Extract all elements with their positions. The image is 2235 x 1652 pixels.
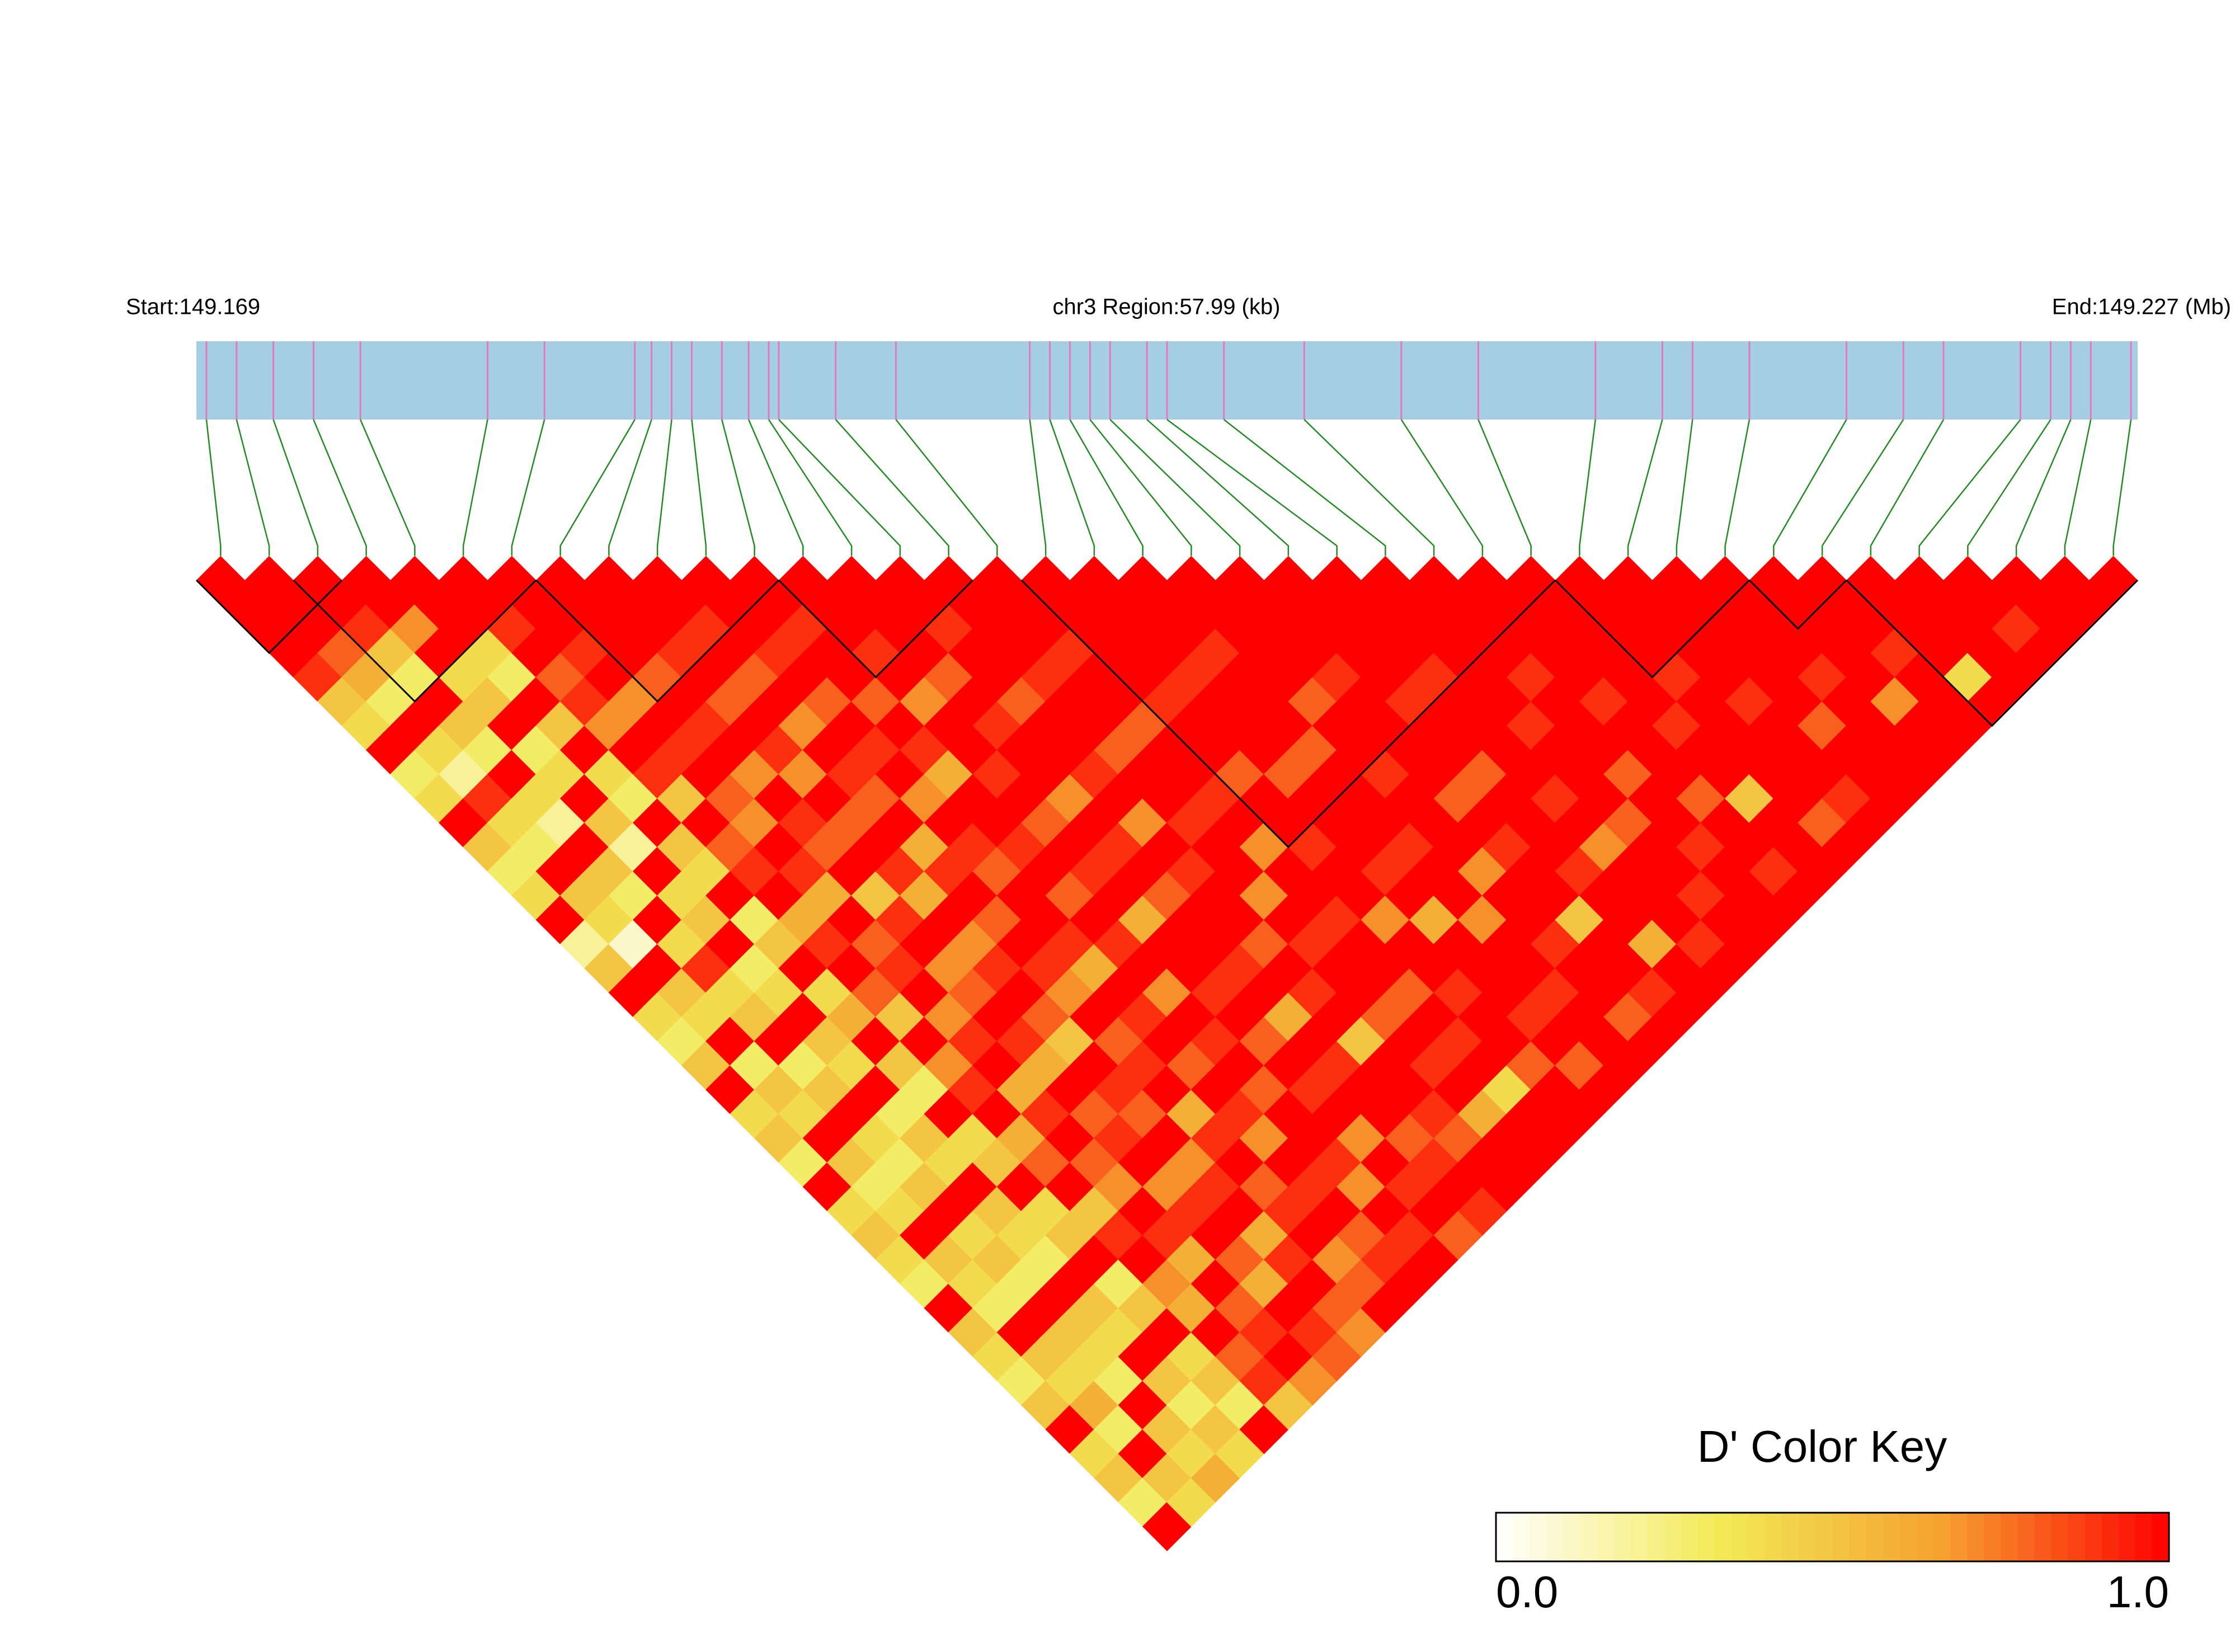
colorbar-step [1530,1513,1547,1561]
snp-link [1029,419,1047,556]
colorbar-step [2135,1513,2153,1561]
snp-link [1821,419,1904,556]
ld-block [293,579,537,703]
colorbar-step [2118,1513,2136,1561]
ld-block [1846,579,2139,727]
snp-link [1166,418,1338,556]
snp-link [691,419,707,556]
snp-link [748,419,804,556]
colorbar-step [2051,1513,2069,1561]
colorbar-step [2152,1513,2170,1561]
colorbar-step [1950,1513,1968,1561]
snp-link [1400,419,1484,556]
colorbar-step [1496,1513,1514,1561]
snp-link [721,419,755,556]
colorbar-step [1681,1513,1698,1561]
colorbar-step [1714,1513,1733,1561]
colorbar-step [1866,1513,1884,1561]
colorbar-step [1630,1513,1648,1561]
snp-link [1049,419,1095,556]
snp-link [608,419,652,556]
snp-link [236,419,270,556]
snp-link [1773,419,1847,556]
ld-block [1748,579,1847,630]
snp-link [1579,419,1597,556]
snp-link [1870,419,1945,556]
colorbar-step [1613,1513,1631,1561]
snp-link [511,419,545,556]
colorbar-step [1849,1513,1867,1561]
colorbar-step [2068,1513,2086,1561]
ld-block [1020,579,1556,849]
colorbar-step [1916,1513,1934,1561]
colorbar-step [2001,1513,2018,1561]
snp-link [1109,419,1241,556]
snp-link [2064,419,2092,556]
snp-link [1627,419,1663,556]
colorbar-step [1883,1513,1900,1561]
colorbar-tick-label: 0.0 [1496,1567,1558,1617]
colorbar-step [1546,1513,1564,1561]
ld-block [535,579,780,703]
snp-link [272,419,319,556]
colorbar-step [1799,1513,1817,1561]
colorbar-step [1748,1513,1766,1561]
ld-block [778,579,974,679]
snp-link [1676,419,1693,556]
snp-link [313,419,367,556]
colorbar-step [1815,1513,1833,1561]
snp-link [1146,419,1290,556]
colorbar-step [2034,1513,2052,1561]
colorbar-step [1782,1513,1800,1561]
snp-link [559,419,636,556]
colorbar-step [2085,1513,2102,1561]
colorbar-step [1664,1513,1682,1561]
snp-link [1304,419,1435,556]
start-label: Start:149.169 [126,295,260,319]
snp-link [2015,419,2072,556]
snp-link [2112,419,2132,556]
end-label: End:149.227 (Mb) [2052,295,2231,319]
colorbar-step [1647,1513,1665,1561]
snp-link [462,419,488,556]
snp-link [1478,419,1532,556]
snp-link [1223,419,1386,556]
colorbar-step [1967,1513,1985,1561]
colorbar-step [1933,1513,1951,1561]
ld-block [1554,579,1751,679]
snp-link [1089,419,1192,556]
snp-link [778,419,901,556]
colorbar-title: D' Color Key [1697,1422,1947,1471]
chart-title: chr3 Region:57.99 (kb) [1053,295,1281,319]
colorbar-step [1513,1513,1531,1561]
snp-link [835,419,949,556]
colorbar-step [1580,1513,1598,1561]
colorbar-step [1597,1513,1615,1561]
snp-link [1724,419,1751,556]
colorbar-frame [1495,1512,2170,1562]
colorbar-step [1697,1513,1715,1561]
colorbar-step [1765,1513,1783,1561]
snp-link [768,419,853,556]
colorbar-step [1984,1513,2002,1561]
snp-link [656,419,672,556]
snp-link [1069,419,1144,556]
colorbar-step [2101,1513,2119,1561]
snp-link [895,419,998,556]
colorbar-tick-label: 1.0 [2107,1567,2169,1617]
colorbar-step [1731,1513,1749,1561]
colorbar-step [1563,1513,1581,1561]
snp-link [360,419,416,556]
snp-link [1918,419,2021,556]
colorbar-step [1899,1513,1917,1561]
snp-link [1967,419,2052,556]
colorbar-step [2017,1513,2035,1561]
colorbar-step [1832,1513,1850,1561]
snp-link [205,419,222,556]
